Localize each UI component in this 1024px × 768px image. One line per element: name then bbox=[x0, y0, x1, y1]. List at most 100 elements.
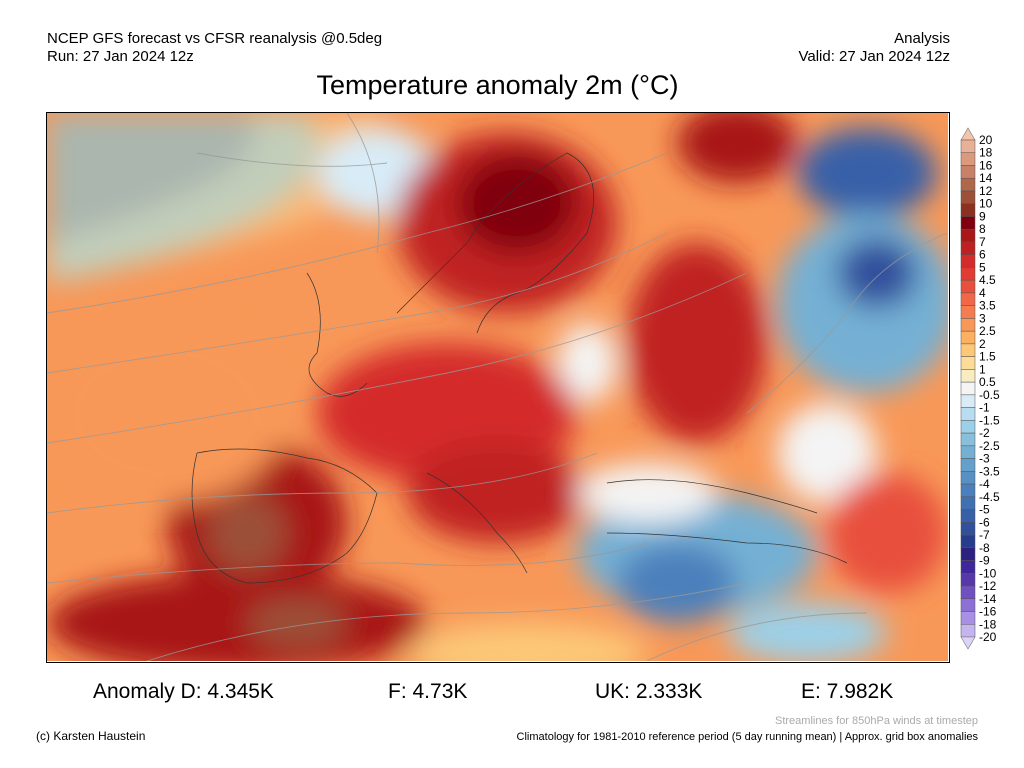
legend-swatch bbox=[960, 420, 976, 434]
model-description: NCEP GFS forecast vs CFSR reanalysis @0.… bbox=[47, 30, 383, 47]
legend-swatch bbox=[960, 560, 976, 574]
streamlines-note: Streamlines for 850hPa winds at timestep bbox=[775, 715, 978, 727]
legend-label: 14 bbox=[979, 171, 993, 185]
legend-swatch bbox=[960, 394, 976, 408]
legend-swatch bbox=[960, 407, 976, 421]
legend-label: 20 bbox=[979, 133, 993, 147]
legend-label: -8 bbox=[979, 541, 990, 555]
legend-label: -1 bbox=[979, 401, 990, 415]
legend-colorbar: 201816141210987654.543.532.521.510.5-0.5… bbox=[960, 127, 1000, 650]
legend-swatch bbox=[960, 203, 976, 217]
legend-swatch bbox=[960, 624, 976, 638]
legend-swatch bbox=[960, 458, 976, 472]
legend-label: -18 bbox=[979, 617, 997, 631]
legend-label: -12 bbox=[979, 579, 997, 593]
legend-swatch bbox=[960, 216, 976, 230]
legend-swatch bbox=[960, 598, 976, 612]
anomaly-germany: Anomaly D: 4.345K bbox=[93, 680, 274, 703]
map-title: Temperature anomaly 2m (°C) bbox=[316, 70, 679, 100]
legend-label: -2 bbox=[979, 426, 990, 440]
legend-label: 5 bbox=[979, 260, 986, 274]
legend-label: -7 bbox=[979, 528, 990, 542]
climatology-note: Climatology for 1981-2010 reference peri… bbox=[516, 731, 978, 743]
wind-streamlines bbox=[46, 112, 948, 662]
legend-label: -0.5 bbox=[979, 388, 1000, 402]
legend-label: -16 bbox=[979, 605, 997, 619]
legend-label: 16 bbox=[979, 158, 993, 172]
legend-swatch bbox=[960, 318, 976, 332]
coastlines bbox=[191, 152, 848, 584]
legend-label: -4.5 bbox=[979, 490, 1000, 504]
legend-swatch bbox=[960, 228, 976, 243]
legend-swatch bbox=[960, 369, 976, 383]
legend-label: 10 bbox=[979, 197, 993, 211]
legend-arrow-low bbox=[960, 636, 976, 650]
anomaly-france: F: 4.73K bbox=[388, 680, 468, 703]
legend-swatch bbox=[960, 356, 976, 370]
legend-label: -3 bbox=[979, 452, 990, 466]
legend-swatch bbox=[960, 139, 976, 153]
legend-label: -10 bbox=[979, 566, 997, 580]
legend-swatch bbox=[960, 165, 976, 179]
legend-label: -6 bbox=[979, 515, 990, 529]
color-legend: 20 18 16 14 12 10 9 8 7 6 5 4.5 4 3.5 3 2.5 2 1.5 1 0.5 -0.5… bbox=[958, 126, 1018, 656]
legend-swatch bbox=[960, 573, 976, 587]
legend-swatch bbox=[960, 292, 976, 306]
legend-label: -3.5 bbox=[979, 464, 1000, 478]
legend-label: 12 bbox=[979, 184, 993, 198]
anomaly-uk: UK: 2.333K bbox=[595, 680, 703, 703]
legend-label: -2.5 bbox=[979, 439, 1000, 453]
legend-swatch bbox=[960, 279, 976, 294]
legend-label: 3 bbox=[979, 311, 986, 325]
legend-swatch bbox=[960, 305, 976, 319]
legend-swatch bbox=[960, 254, 976, 268]
legend-swatch bbox=[960, 432, 976, 447]
credit: (c) Karsten Haustein bbox=[36, 729, 146, 743]
legend-swatch bbox=[960, 471, 976, 485]
run-time: Run: 27 Jan 2024 12z bbox=[47, 48, 194, 65]
legend-label: 9 bbox=[979, 209, 986, 223]
legend-swatch bbox=[960, 330, 976, 345]
legend-swatch bbox=[960, 534, 976, 549]
legend-swatch bbox=[960, 152, 976, 166]
legend-label: 4 bbox=[979, 286, 986, 300]
legend-label: 3.5 bbox=[979, 299, 996, 313]
legend-label: 1.5 bbox=[979, 350, 996, 364]
legend-label: -9 bbox=[979, 554, 990, 568]
legend-label: 2.5 bbox=[979, 324, 996, 338]
legend-label: -14 bbox=[979, 592, 997, 606]
legend-swatch bbox=[960, 611, 976, 625]
legend-swatch bbox=[960, 241, 976, 255]
legend-swatch bbox=[960, 509, 976, 523]
legend-swatch bbox=[960, 381, 976, 396]
legend-label: 2 bbox=[979, 337, 986, 351]
valid-time: Valid: 27 Jan 2024 12z bbox=[798, 48, 950, 65]
legend-swatch bbox=[960, 547, 976, 561]
anomaly-spain: E: 7.982K bbox=[801, 680, 894, 703]
forecast-type: Analysis bbox=[894, 30, 950, 47]
legend-swatch bbox=[960, 496, 976, 510]
legend-swatch bbox=[960, 585, 976, 600]
legend-swatch bbox=[960, 522, 976, 536]
legend-swatch bbox=[960, 267, 976, 281]
legend-label: 6 bbox=[979, 248, 986, 262]
legend-label: -1.5 bbox=[979, 413, 1000, 427]
legend-label: 8 bbox=[979, 222, 986, 236]
legend-arrow-high bbox=[960, 127, 976, 141]
legend-label: 1 bbox=[979, 362, 986, 376]
legend-swatch bbox=[960, 190, 976, 204]
legend-label: 0.5 bbox=[979, 375, 996, 389]
legend-label: -5 bbox=[979, 503, 990, 517]
legend-swatch bbox=[960, 483, 976, 498]
legend-label: 4.5 bbox=[979, 273, 996, 287]
legend-swatch bbox=[960, 445, 976, 459]
legend-label: 7 bbox=[979, 235, 986, 249]
temperature-anomaly-map bbox=[46, 103, 957, 683]
legend-swatch bbox=[960, 343, 976, 357]
legend-label: 18 bbox=[979, 146, 993, 160]
legend-label: -4 bbox=[979, 477, 990, 491]
map-field bbox=[46, 103, 957, 683]
legend-label: -20 bbox=[979, 630, 997, 644]
legend-swatch bbox=[960, 177, 976, 192]
